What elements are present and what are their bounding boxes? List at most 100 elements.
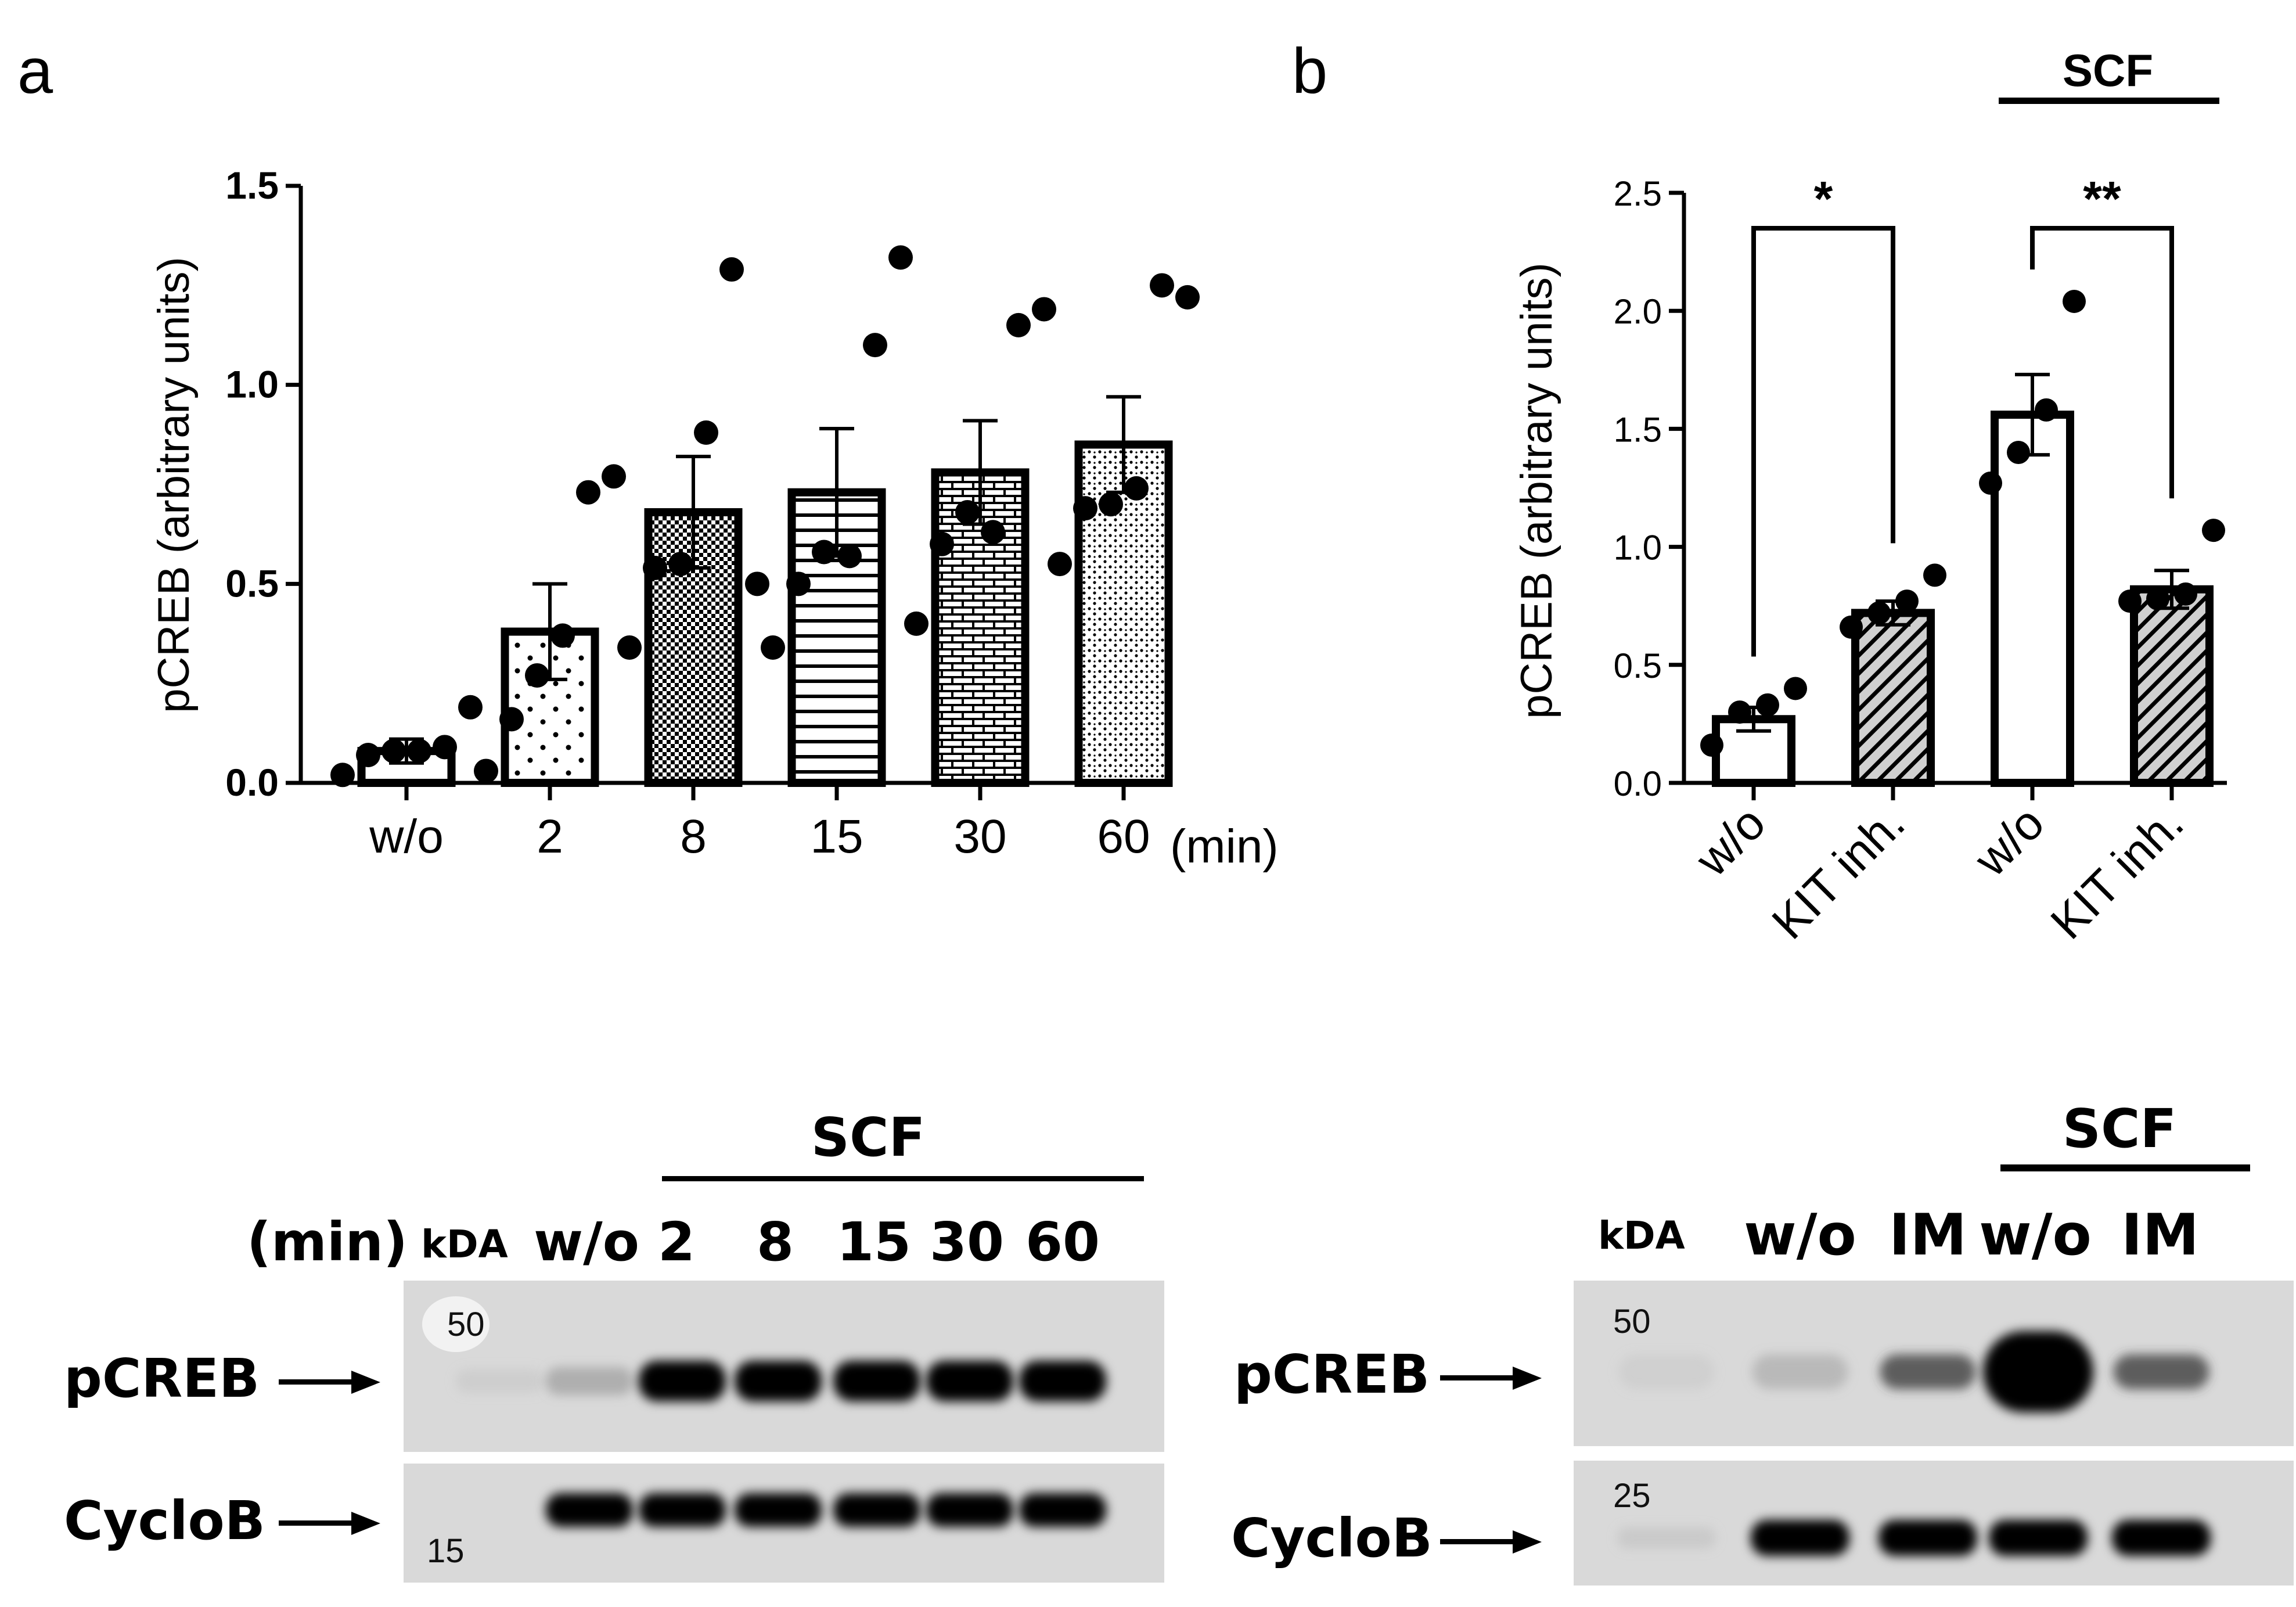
blot-a-row-label-pcreb: pCREB — [64, 1347, 260, 1410]
panel-a-y-tick-label: 0.0 — [225, 761, 279, 804]
blot-b-cyclob-bands — [1617, 1520, 2211, 1556]
panel-b-bracket-line — [1751, 225, 1895, 657]
blot-b-pcreb-band — [1880, 1354, 1976, 1389]
blot-b-lane-label: IM — [1889, 1202, 1967, 1268]
panel-a-data-point — [904, 611, 929, 636]
panel-a-y-tick-label: 1.5 — [225, 164, 279, 207]
blot-b-cyclob-band — [1751, 1520, 1849, 1556]
panel-a-data-point — [761, 635, 785, 660]
panel-b-data-points — [1700, 289, 2225, 757]
western-blot-b: SCF kDA w/o IM w/o IM 50 25 pCREB CycloB — [1231, 1098, 2294, 1586]
panel-a-bar — [1074, 440, 1173, 787]
blot-b-marker-50: 50 — [1613, 1303, 1651, 1340]
blot-b-pcreb-band — [2113, 1354, 2209, 1389]
panel-a-letter: a — [17, 35, 53, 107]
panel-b-data-point — [2174, 582, 2197, 606]
blot-b-lane-label: w/o — [1744, 1202, 1856, 1268]
panel-b-data-point — [1923, 563, 1946, 587]
panel-a-data-point — [617, 635, 642, 660]
panel-a-data-point — [458, 695, 483, 720]
blot-a-cyclob-band — [926, 1493, 1013, 1527]
blot-a-cyclob-band — [1019, 1493, 1106, 1527]
blot-a-pcreb-bands — [456, 1361, 1106, 1401]
blot-a-cyclob-band — [735, 1493, 822, 1527]
panel-a-x-tick-label: 15 — [810, 810, 863, 863]
panel-a-y-tick-labels: 0.0 0.5 1.0 1.5 — [225, 164, 279, 804]
blot-b-pcreb-band — [1983, 1331, 2093, 1412]
blot-b-lane-label: IM — [2121, 1202, 2199, 1268]
blot-b-scf-label: SCF — [2063, 1098, 2177, 1160]
panel-a-data-point — [981, 520, 1005, 545]
blot-a-lane-labels: w/o 2 8 15 30 60 — [534, 1211, 1100, 1273]
panel-a-data-point — [1006, 312, 1031, 337]
panel-b-bar — [1851, 609, 1935, 787]
panel-b-y-tick-labels: 0.0 0.5 1.0 1.5 2.0 2.5 — [1614, 174, 1662, 803]
blot-a-pcreb-band — [735, 1361, 822, 1401]
panel-b-data-point — [2035, 398, 2058, 422]
blot-a-scf-line — [662, 1176, 1144, 1181]
panel-b-data-point — [1756, 693, 1779, 717]
blot-a-pcreb-band — [1019, 1361, 1106, 1401]
blot-a-marker-50: 50 — [447, 1306, 485, 1343]
blot-a-scf-label: SCF — [811, 1106, 926, 1169]
panel-b-x-tick-label: w/o — [1685, 796, 1775, 886]
panel-a-data-point — [525, 663, 549, 688]
panel-a-x-tick-label: 60 — [1097, 810, 1150, 863]
blot-b-pcreb-band — [1752, 1354, 1848, 1389]
panel-a-data-point — [474, 758, 498, 783]
panel-b-scf-line — [1999, 98, 2219, 104]
blot-b-row-label-pcreb: pCREB — [1234, 1343, 1430, 1405]
blot-b-row-label-cyclob: CycloB — [1231, 1507, 1433, 1569]
blot-a-cyclob-bands — [546, 1493, 1106, 1527]
panel-a-data-point — [1099, 492, 1123, 517]
blot-a-cyclob-band — [546, 1493, 633, 1527]
blot-b-lane-labels: w/o IM w/o IM — [1744, 1202, 2199, 1268]
blot-a-cyclob-band — [639, 1493, 726, 1527]
western-blot-a: SCF (min) kDA w/o 2 8 15 30 60 50 15 pCREB Cy… — [64, 1106, 1164, 1583]
blot-a-cyclob-band — [833, 1493, 920, 1527]
panel-b-data-point — [2007, 441, 2030, 465]
panel-a-data-point — [955, 499, 980, 524]
blot-a-pcreb-band — [833, 1361, 920, 1401]
panel-a-data-point — [550, 623, 575, 648]
panel-b-bar — [2130, 585, 2214, 787]
blot-a-cyclob-arrow — [279, 1512, 380, 1535]
panel-a-data-point — [1032, 297, 1056, 322]
blot-a-pcreb-band — [639, 1361, 726, 1401]
blot-a-lane-label: 15 — [837, 1211, 911, 1273]
panel-a-data-point — [1175, 285, 1200, 310]
blot-b-marker-25: 25 — [1613, 1477, 1651, 1515]
panel-a-x-tick-label: 2 — [537, 810, 563, 863]
panel-a-data-point — [719, 257, 744, 282]
panel-a-data-point — [888, 245, 913, 270]
panel-a-x-tick-label: 30 — [953, 810, 1006, 863]
panel-b-data-point — [1867, 601, 1891, 625]
panel-b-y-tick-label: 2.0 — [1614, 292, 1662, 331]
panel-a-data-point — [1073, 496, 1097, 521]
panel-a-data-point — [863, 333, 887, 358]
panel-b-significance-brackets: * ** — [1751, 171, 2174, 657]
panel-b-significance-label: * — [1814, 171, 1833, 226]
blot-a-row-label-cyclob: CycloB — [64, 1490, 265, 1552]
blot-b-cyclob-band — [1617, 1527, 1716, 1549]
panel-a-data-point — [1150, 273, 1174, 298]
panel-a-x-tick-label: 8 — [680, 810, 707, 863]
blot-b-lane-label: w/o — [1979, 1202, 2092, 1268]
panel-b-x-tick-label: w/o — [1964, 796, 2054, 886]
panel-a-data-point — [930, 531, 954, 556]
panel-b-error-bars — [1736, 372, 2189, 733]
panel-b-data-point — [1895, 589, 1919, 613]
panel-a-data-point — [812, 540, 836, 565]
panel-a-unit-label: (min) — [1170, 820, 1279, 873]
panel-a-data-point — [330, 763, 355, 788]
panel-b-data-point — [2146, 587, 2169, 611]
panel-b-significance-bracket: ** — [2030, 171, 2174, 499]
panel-a-x-tick-label: w/o — [369, 810, 444, 863]
panel-a-data-point — [382, 739, 406, 764]
panel-a-bar-chart: a pCREB (arbitrary units) 0.0 0.5 1.0 1.5 w… — [17, 35, 1279, 873]
blot-b-pcreb-arrow — [1440, 1367, 1542, 1390]
panel-a-data-point — [602, 464, 626, 489]
blot-a-lane-label: 30 — [930, 1211, 1004, 1273]
